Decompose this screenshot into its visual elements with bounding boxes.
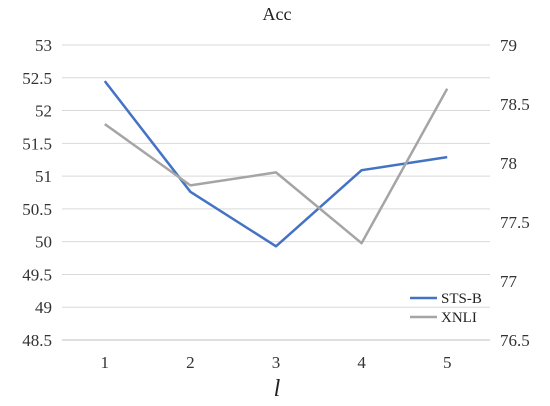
series-line-sts-b	[103, 80, 448, 248]
right-tick-label: 77.5	[500, 213, 530, 232]
x-tick-label: 5	[443, 353, 452, 372]
legend-label: STS-B	[441, 291, 482, 307]
right-tick-label: 78	[500, 154, 517, 173]
x-tick-label: 4	[357, 353, 366, 372]
left-tick-label: 49	[35, 298, 52, 317]
x-tick-label: 2	[186, 353, 195, 372]
x-axis-label: l	[274, 376, 281, 402]
x-axis: 1 2 3 4 5	[101, 353, 452, 372]
left-axis: 48.5 49 49.5 50 50.5 51 51.5 52 52.5 53	[22, 36, 52, 350]
right-tick-label: 78.5	[500, 95, 530, 114]
grid-layer	[62, 44, 490, 341]
left-tick-label: 51.5	[22, 134, 52, 153]
right-tick-label: 76.5	[500, 331, 530, 350]
left-tick-label: 53	[35, 36, 52, 55]
x-tick-label: 1	[101, 353, 110, 372]
right-tick-label: 77	[500, 272, 518, 291]
left-tick-label: 50.5	[22, 200, 52, 219]
left-tick-label: 49.5	[22, 265, 52, 284]
left-tick-label: 51	[35, 167, 52, 186]
left-tick-label: 48.5	[22, 331, 52, 350]
left-tick-label: 52	[35, 102, 52, 121]
x-tick-label: 3	[272, 353, 281, 372]
chart-title: Acc	[263, 4, 292, 24]
legend-label: XNLI	[441, 310, 477, 326]
right-tick-label: 79	[500, 36, 517, 55]
right-axis: 76.5 77 77.5 78 78.5 79	[500, 36, 530, 350]
series-line-xnli	[104, 88, 449, 245]
legend: STS-B XNLI	[410, 291, 482, 326]
left-tick-label: 52.5	[22, 69, 52, 88]
series-layer	[103, 80, 449, 248]
left-tick-label: 50	[35, 233, 52, 252]
